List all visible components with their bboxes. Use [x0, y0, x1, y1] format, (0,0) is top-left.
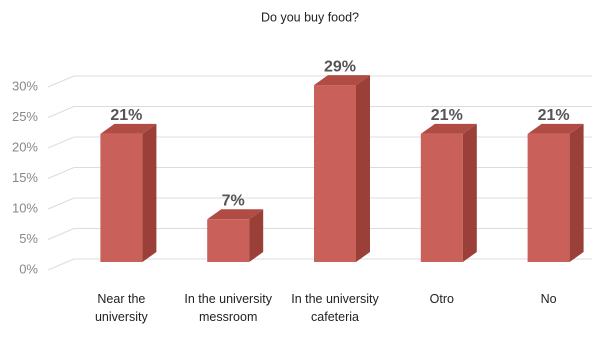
x-tick-label: Otro [429, 292, 454, 306]
y-tick-label: 0% [19, 261, 38, 276]
bar-side [569, 123, 584, 263]
bar-top [100, 123, 157, 134]
bar-side [142, 123, 157, 263]
bar [420, 133, 463, 262]
bar [100, 133, 143, 262]
x-tick-label: Near the university [94, 292, 148, 324]
grid-line [47, 136, 592, 149]
grid-line [47, 197, 592, 210]
bar-top [420, 123, 477, 134]
chart-title: Do you buy food? [261, 10, 359, 24]
bar-top [207, 209, 264, 220]
bar [527, 133, 570, 262]
bar-top [314, 75, 370, 86]
grid-line [47, 75, 592, 88]
bar-top [527, 123, 584, 134]
value-label: 7% [222, 193, 245, 210]
bar-side [462, 123, 477, 263]
bar [207, 219, 250, 262]
y-tick-label: 10% [12, 200, 38, 215]
value-label: 29% [324, 58, 356, 75]
y-tick-label: 25% [12, 109, 38, 124]
grid-line [47, 228, 592, 240]
y-tick-label: 20% [12, 139, 38, 154]
x-tick-label: In the university cafeteria [291, 292, 379, 324]
x-tick-label: In the university messroom [184, 292, 272, 324]
value-label: 21% [538, 107, 570, 124]
grid-line [47, 167, 592, 179]
bar-side [356, 75, 370, 262]
y-tick-label: 30% [12, 78, 38, 93]
y-tick-label: 5% [19, 231, 38, 246]
value-label: 21% [110, 107, 142, 124]
grid-line [47, 258, 592, 271]
x-tick-label: No [540, 292, 557, 306]
bar [314, 85, 356, 262]
bar-side [249, 209, 264, 262]
value-label: 21% [431, 107, 463, 124]
y-tick-label: 15% [12, 170, 38, 185]
grid-line [47, 106, 592, 118]
